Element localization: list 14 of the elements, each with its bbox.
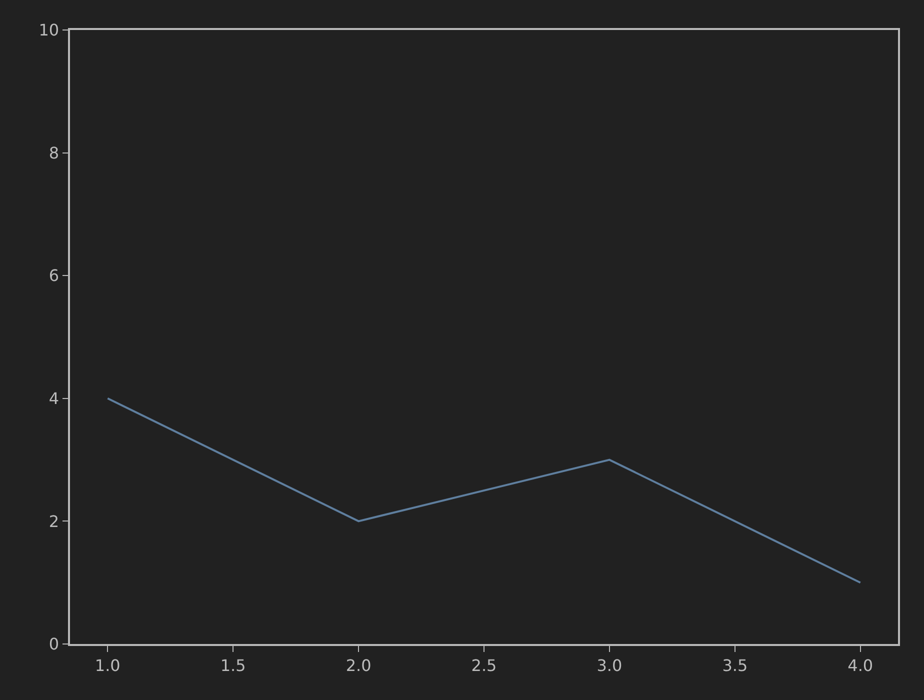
y-tick-label: 6: [48, 266, 60, 286]
x-tick-label: 3.5: [722, 656, 748, 675]
y-tick-label: 8: [48, 143, 60, 162]
x-tick-label: 1.0: [94, 656, 120, 675]
x-tick-label: 2.5: [471, 656, 497, 675]
y-tick-label: 2: [48, 512, 60, 531]
line-series: [106, 397, 862, 584]
x-tick-label: 3.0: [596, 656, 622, 675]
y-tick-label: 0: [48, 634, 60, 654]
x-tick-label: 1.5: [220, 656, 246, 675]
x-tick-label: 2.0: [346, 656, 372, 675]
x-tick-label: 4.0: [848, 656, 874, 675]
y-tick-label: 4: [48, 389, 60, 408]
y-tick-label: 10: [38, 20, 60, 40]
